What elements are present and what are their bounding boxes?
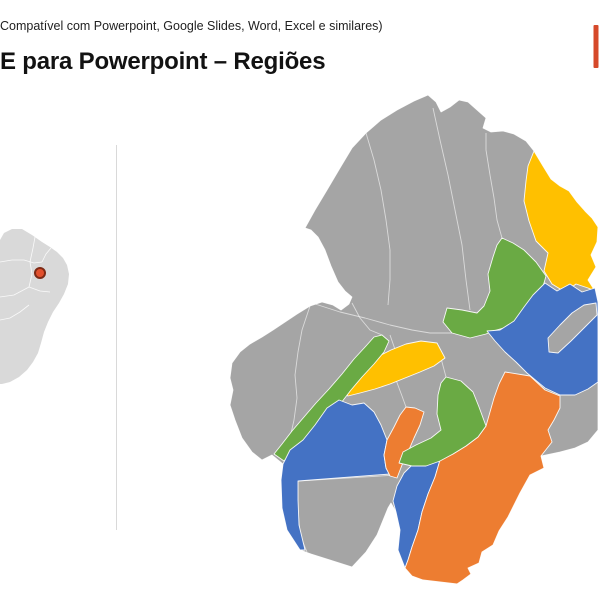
brazil-minimap	[0, 229, 69, 384]
state-border-line	[0, 259, 43, 264]
state-region-map	[229, 94, 599, 585]
compatibility-note: Compatível com Powerpoint, Google Slides…	[0, 19, 383, 33]
logo-bar	[593, 25, 599, 68]
municipality-border-line	[485, 133, 503, 239]
region-blue-northeast	[486, 282, 599, 396]
municipality-border-line	[432, 107, 471, 311]
municipality-border-line	[351, 302, 383, 336]
state-border-line	[28, 261, 33, 288]
brazil-outline	[0, 229, 69, 384]
state-border-line	[0, 286, 30, 298]
state-border-line	[0, 304, 30, 321]
municipality-border-line	[289, 305, 311, 439]
region-yellow-northeast	[523, 150, 599, 293]
page-title: E para Powerpoint – Regiões	[0, 48, 326, 75]
region-green-south-center	[398, 376, 487, 467]
municipality-border-line	[365, 132, 391, 306]
state-border-line	[28, 286, 51, 293]
region-gray-coastal-sliver	[547, 302, 598, 354]
location-marker	[34, 267, 46, 279]
state-border-line	[41, 247, 52, 263]
municipality-border-line	[311, 302, 452, 334]
state-border-line	[29, 236, 36, 263]
region-orange-center-band	[383, 406, 425, 479]
